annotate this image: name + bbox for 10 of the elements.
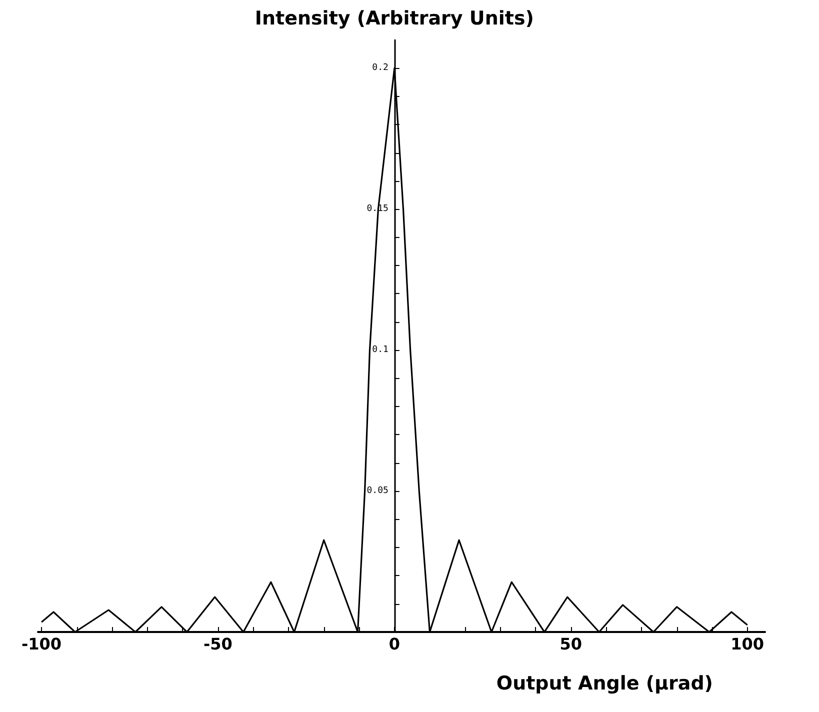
x-tick-label: 0 xyxy=(388,634,400,654)
x-axis-title: Output Angle (µrad) xyxy=(496,672,713,694)
y-tick-label: 0.2 xyxy=(372,63,388,74)
x-tick-label: 100 xyxy=(730,634,764,654)
x-tick-label: 50 xyxy=(560,634,582,654)
y-tick-label: 0.05 xyxy=(366,486,388,496)
y-axis-title: Intensity (Arbitrary Units) xyxy=(254,8,534,30)
x-tick-label: -100 xyxy=(22,634,62,654)
x-tick-label: -50 xyxy=(204,634,232,654)
y-tick-label: 0.1 xyxy=(372,345,388,356)
